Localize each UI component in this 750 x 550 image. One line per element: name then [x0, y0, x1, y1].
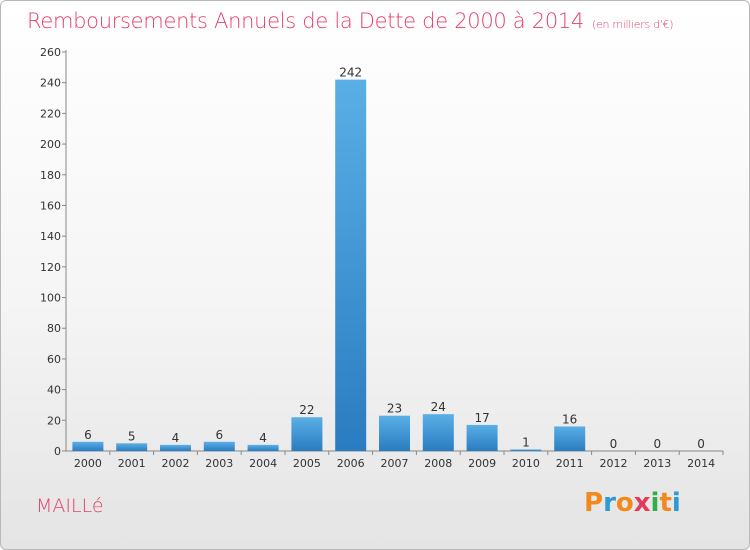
chart-title: Remboursements Annuels de la Dette de 20… [27, 9, 673, 33]
x-tick-label: 2003 [205, 457, 233, 470]
town-name: MAILLé [36, 495, 104, 517]
bar [554, 426, 586, 451]
bars [72, 79, 586, 451]
value-label: 0 [697, 437, 705, 451]
x-tick-label: 2009 [468, 457, 496, 470]
y-tick-label: 140 [40, 230, 61, 243]
bar [335, 79, 367, 451]
y-tick-label: 100 [40, 292, 61, 305]
value-label: 23 [387, 402, 402, 416]
bar [510, 449, 542, 451]
y-tick-label: 240 [40, 77, 61, 90]
logo-letter: x [633, 488, 651, 518]
value-label: 242 [339, 66, 362, 80]
x-tick-label: 2002 [162, 457, 190, 470]
y-tick-label: 220 [40, 107, 61, 120]
bar [379, 415, 410, 451]
x-tick-label: 2008 [424, 457, 452, 470]
value-label: 6 [84, 428, 92, 442]
chart-unit: (en milliers d'€) [592, 18, 674, 31]
value-label: 6 [215, 428, 223, 442]
logo-letter: i [650, 488, 660, 518]
y-tick-label: 260 [40, 46, 61, 59]
value-label: 0 [610, 437, 618, 451]
value-label: 1 [522, 435, 530, 449]
chart-title-text: Remboursements Annuels de la Dette de 20… [27, 9, 584, 33]
proxiti-logo: Proxiti [584, 488, 681, 518]
x-tick-label: 2000 [74, 457, 102, 470]
y-tick-label: 180 [40, 169, 61, 182]
labels: 6 2000 5 2001 4 2002 6 2003 4 2004 22 2005 242 2006 23… [74, 66, 715, 470]
y-tick-label: 60 [47, 353, 61, 366]
y-tick-label: 200 [40, 138, 61, 151]
y-tick-label: 120 [40, 261, 61, 274]
bar [291, 417, 323, 451]
bar [247, 444, 279, 451]
value-label: 4 [172, 431, 180, 445]
x-tick-label: 2012 [600, 457, 628, 470]
x-tick-label: 2014 [687, 457, 715, 470]
x-tick-label: 2006 [337, 457, 365, 470]
y-tick-label: 40 [47, 384, 61, 397]
y-tick-label: 0 [54, 445, 61, 458]
logo-letter: t [659, 488, 672, 518]
y-tick-label: 20 [47, 414, 61, 427]
value-label: 4 [259, 431, 267, 445]
bar [466, 424, 498, 451]
bar [203, 441, 235, 451]
logo-letter: r [603, 488, 616, 518]
value-label: 16 [562, 412, 577, 426]
logo-letter: o [615, 488, 634, 518]
value-label: 22 [299, 403, 314, 417]
y-tick-label: 160 [40, 199, 61, 212]
bar [72, 441, 104, 451]
logo-letter: P [584, 488, 604, 518]
value-label: 17 [474, 411, 489, 425]
value-label: 24 [431, 400, 446, 414]
logo-letter: i [671, 488, 681, 518]
x-tick-label: 2010 [512, 457, 540, 470]
x-tick-label: 2007 [381, 457, 409, 470]
bar [116, 443, 148, 451]
x-tick-label: 2001 [118, 457, 146, 470]
x-tick-label: 2011 [556, 457, 584, 470]
value-label: 0 [653, 437, 661, 451]
x-tick-label: 2005 [293, 457, 321, 470]
x-tick-label: 2013 [643, 457, 671, 470]
bar [160, 444, 191, 451]
x-tick-label: 2004 [249, 457, 277, 470]
bar [422, 414, 454, 451]
value-label: 5 [128, 429, 136, 443]
y-tick-label: 80 [47, 322, 61, 335]
